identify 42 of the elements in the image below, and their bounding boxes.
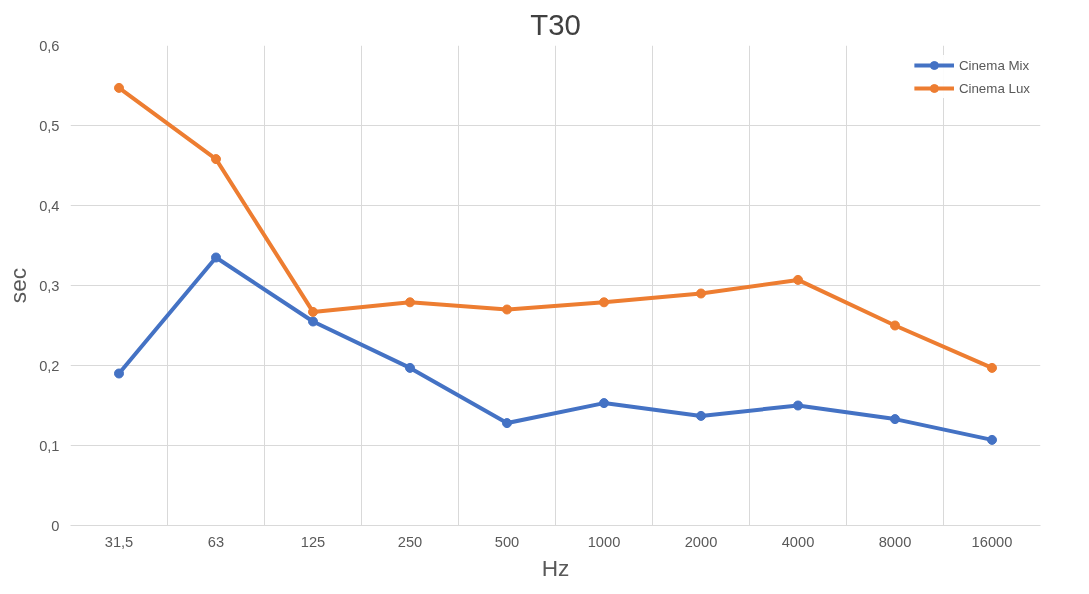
y-axis-title: sec bbox=[5, 267, 32, 304]
y-tick-label: 0,3 bbox=[39, 277, 60, 294]
point bbox=[599, 297, 609, 308]
point bbox=[696, 410, 706, 421]
y-tick-label: 0,1 bbox=[39, 437, 60, 454]
point bbox=[211, 252, 221, 263]
point bbox=[114, 82, 124, 93]
x-tick-label: 63 bbox=[207, 533, 225, 550]
x-tick-label: 1000 bbox=[587, 533, 621, 550]
legend-label: Cinema Lux bbox=[958, 80, 1030, 96]
point bbox=[114, 368, 124, 379]
legend-label: Cinema Mix bbox=[958, 57, 1030, 73]
y-tick-label: 0,5 bbox=[39, 117, 60, 134]
point bbox=[211, 154, 221, 165]
x-tick-label: 500 bbox=[494, 533, 520, 550]
point bbox=[793, 400, 803, 411]
point bbox=[696, 288, 706, 299]
x-tick-label: 250 bbox=[397, 533, 423, 550]
point bbox=[405, 362, 415, 373]
x-tick-label: 125 bbox=[300, 533, 326, 550]
y-tick-label: 0 bbox=[51, 517, 60, 534]
x-tick-label: 8000 bbox=[878, 533, 912, 550]
y-tick-label: 0,6 bbox=[39, 37, 60, 54]
point bbox=[987, 434, 997, 445]
y-tick-label: 0,4 bbox=[39, 197, 60, 214]
point bbox=[502, 418, 512, 429]
point bbox=[599, 398, 609, 409]
chart-title: T30 bbox=[530, 7, 581, 41]
x-axis-title: Hz bbox=[541, 554, 570, 581]
point bbox=[308, 306, 318, 317]
point bbox=[502, 304, 512, 315]
x-tick-label: 4000 bbox=[781, 533, 815, 550]
point bbox=[405, 297, 415, 308]
point bbox=[308, 316, 318, 327]
x-tick-label: 16000 bbox=[971, 533, 1013, 550]
point bbox=[987, 362, 997, 373]
point bbox=[890, 414, 900, 425]
x-tick-label: 2000 bbox=[684, 533, 718, 550]
point bbox=[793, 274, 803, 285]
y-tick-label: 0,2 bbox=[39, 357, 60, 374]
x-tick-label: 31,5 bbox=[104, 533, 134, 550]
point bbox=[890, 320, 900, 331]
